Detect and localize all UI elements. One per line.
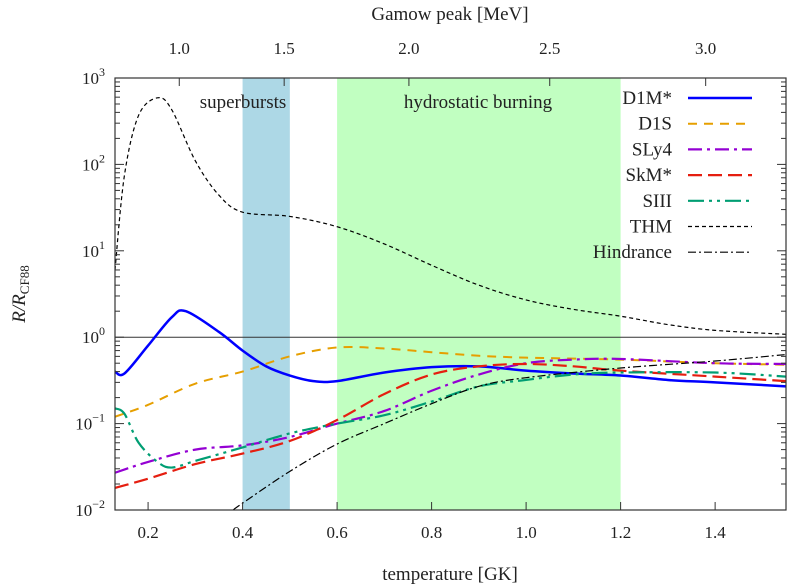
- y-tick-label: 10−1: [75, 411, 105, 434]
- legend-label: SLy4: [632, 139, 673, 160]
- legend-label: THM: [630, 217, 672, 238]
- x-tick-label: 1.4: [704, 523, 726, 542]
- legend-label: D1M*: [622, 88, 672, 109]
- series-siii: [115, 371, 786, 469]
- y-tick-label: 10−2: [75, 497, 105, 520]
- x-axis-label: temperature [GK]: [382, 564, 518, 585]
- x-tick-label: 0.8: [421, 523, 442, 542]
- region-label: superbursts: [200, 92, 287, 113]
- top-tick-label: 2.5: [539, 39, 560, 58]
- top-tick-label: 2.0: [398, 39, 419, 58]
- top-tick-label: 3.0: [695, 39, 716, 58]
- legend-label: SkM*: [626, 165, 672, 186]
- x-tick-label: 0.2: [137, 523, 158, 542]
- x-tick-label: 0.4: [232, 523, 254, 542]
- y-tick-label: 101: [82, 238, 105, 261]
- legend: D1M* D1S SLy4 SkM* SIII THM Hindrance: [593, 88, 752, 263]
- y-axis-label: R/RCF88: [9, 265, 32, 323]
- series-thm: [115, 97, 786, 335]
- y-tick-label: 100: [82, 324, 105, 347]
- region-1: [337, 78, 621, 510]
- top-tick-label: 1.5: [274, 39, 295, 58]
- x-tick-label: 0.6: [326, 523, 347, 542]
- legend-label: SIII: [642, 191, 672, 212]
- x-tick-label: 1.2: [610, 523, 631, 542]
- series-d1m-star: [115, 309, 786, 388]
- plot-frame: [114, 77, 787, 511]
- y-tick-label: 102: [82, 151, 105, 174]
- series-hindrance: [232, 353, 786, 510]
- top-axis-label: Gamow peak [MeV]: [371, 4, 528, 25]
- legend-label: Hindrance: [593, 242, 672, 263]
- region-label: hydrostatic burning: [404, 92, 553, 113]
- top-tick-label: 1.0: [169, 39, 190, 58]
- series-skm-star: [115, 362, 786, 490]
- series-sly4: [115, 357, 786, 474]
- legend-label: D1S: [638, 114, 672, 135]
- y-tick-label: 103: [82, 65, 105, 88]
- x-tick-label: 1.0: [515, 523, 536, 542]
